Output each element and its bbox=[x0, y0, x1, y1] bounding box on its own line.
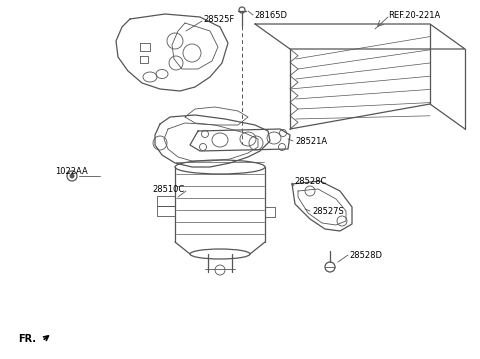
Text: 28510C: 28510C bbox=[152, 185, 184, 194]
Text: FR.: FR. bbox=[18, 334, 36, 344]
Text: 28165D: 28165D bbox=[254, 10, 287, 19]
Text: 28528D: 28528D bbox=[349, 251, 382, 260]
Text: REF.20-221A: REF.20-221A bbox=[388, 11, 440, 20]
Text: 28528C: 28528C bbox=[294, 177, 326, 186]
Text: 28525F: 28525F bbox=[203, 15, 234, 24]
Text: 1022AA: 1022AA bbox=[55, 167, 88, 176]
Text: 28527S: 28527S bbox=[312, 206, 344, 215]
Text: 28521A: 28521A bbox=[295, 136, 327, 145]
Circle shape bbox=[70, 173, 74, 178]
